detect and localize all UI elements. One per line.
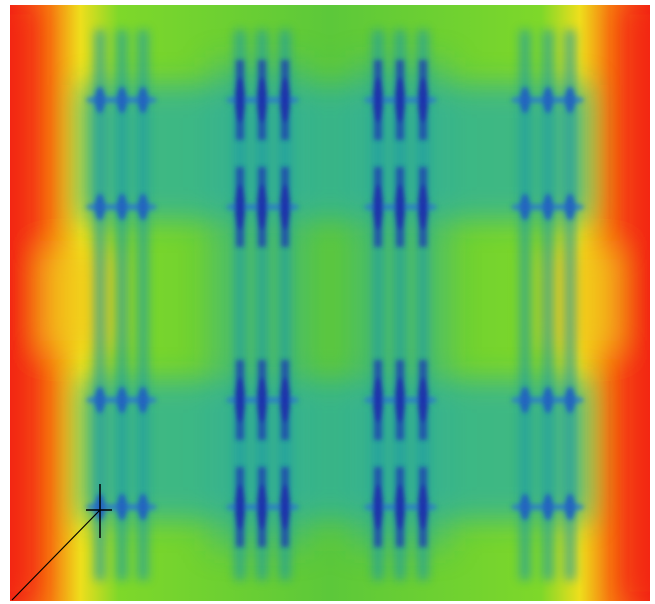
spot: [374, 167, 382, 247]
spot: [258, 60, 266, 140]
field-map: [0, 0, 655, 604]
spot: [117, 87, 127, 113]
spot: [374, 360, 382, 440]
spot: [95, 87, 105, 113]
spot: [419, 60, 427, 140]
spot: [520, 494, 530, 520]
spot: [117, 387, 127, 413]
spot: [396, 60, 404, 140]
spot: [374, 60, 382, 140]
spot: [565, 494, 575, 520]
spot: [236, 167, 244, 247]
spot: [95, 194, 105, 220]
spot: [520, 87, 530, 113]
spot: [565, 387, 575, 413]
spot: [281, 467, 289, 547]
spot: [258, 360, 266, 440]
spot: [543, 87, 553, 113]
spot: [374, 467, 382, 547]
spot: [236, 467, 244, 547]
spot: [258, 167, 266, 247]
spot: [281, 167, 289, 247]
spot: [236, 60, 244, 140]
spot: [95, 387, 105, 413]
spot: [138, 494, 148, 520]
spot: [281, 60, 289, 140]
spot: [565, 194, 575, 220]
spot: [543, 194, 553, 220]
spot: [236, 360, 244, 440]
spot: [258, 467, 266, 547]
spot: [520, 387, 530, 413]
spot: [520, 194, 530, 220]
spot: [565, 87, 575, 113]
spot: [396, 360, 404, 440]
spot: [281, 360, 289, 440]
spot: [419, 360, 427, 440]
spot: [117, 194, 127, 220]
spot: [396, 167, 404, 247]
page: (() => { const ns = 'http://www.w3.org/2…: [0, 0, 655, 604]
spot: [543, 387, 553, 413]
spot: [543, 494, 553, 520]
spot: [138, 387, 148, 413]
spot: [419, 467, 427, 547]
spot: [138, 194, 148, 220]
spot: [117, 494, 127, 520]
spot: [419, 167, 427, 247]
spot: [396, 467, 404, 547]
spot: [138, 87, 148, 113]
